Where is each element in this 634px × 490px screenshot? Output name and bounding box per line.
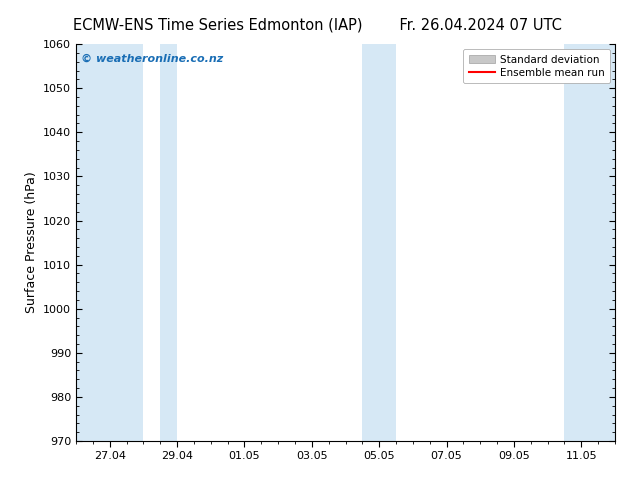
Y-axis label: Surface Pressure (hPa): Surface Pressure (hPa) bbox=[25, 172, 37, 314]
Legend: Standard deviation, Ensemble mean run: Standard deviation, Ensemble mean run bbox=[463, 49, 610, 83]
Text: ECMW-ENS Time Series Edmonton (IAP)        Fr. 26.04.2024 07 UTC: ECMW-ENS Time Series Edmonton (IAP) Fr. … bbox=[72, 17, 562, 32]
Bar bbox=[160, 44, 177, 441]
Bar bbox=[76, 44, 143, 441]
Bar bbox=[564, 44, 615, 441]
Text: © weatheronline.co.nz: © weatheronline.co.nz bbox=[81, 54, 224, 64]
Bar bbox=[363, 44, 396, 441]
